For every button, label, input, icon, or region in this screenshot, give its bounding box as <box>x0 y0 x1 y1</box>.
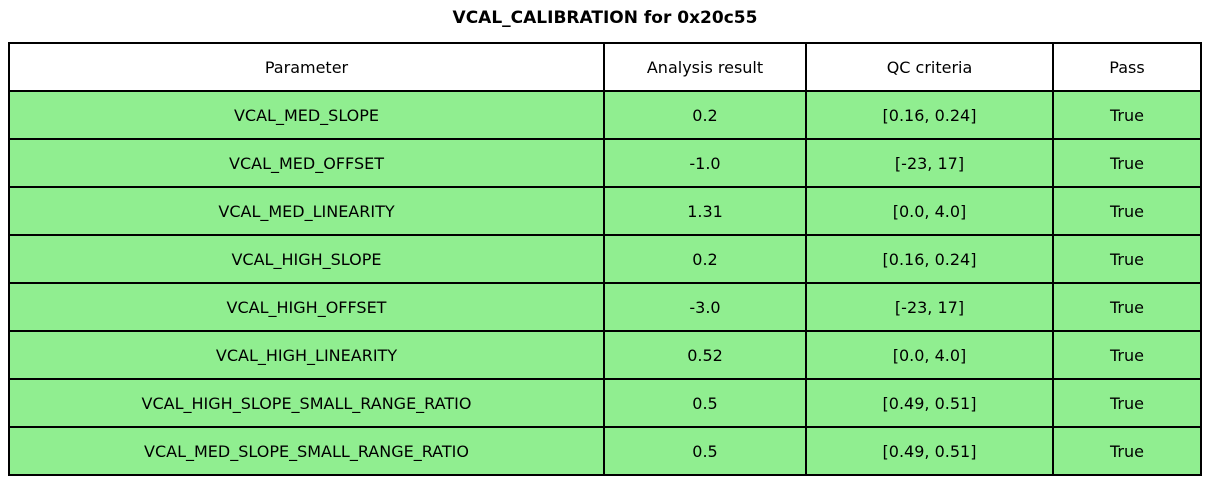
cell-analysis-result: 0.2 <box>603 90 807 140</box>
cell-qc-criteria: [-23, 17] <box>805 138 1054 188</box>
column-header-qc-criteria: QC criteria <box>805 42 1054 92</box>
cell-pass: True <box>1052 138 1202 188</box>
cell-qc-criteria: [0.49, 0.51] <box>805 426 1054 476</box>
column-header-analysis-result: Analysis result <box>603 42 807 92</box>
cell-qc-criteria: [0.0, 4.0] <box>805 330 1054 380</box>
cell-pass: True <box>1052 426 1202 476</box>
cell-analysis-result: 0.52 <box>603 330 807 380</box>
cell-pass: True <box>1052 90 1202 140</box>
cell-analysis-result: 1.31 <box>603 186 807 236</box>
table-row: VCAL_MED_SLOPE 0.2 [0.16, 0.24] True <box>8 90 1202 140</box>
cell-parameter: VCAL_MED_OFFSET <box>8 138 605 188</box>
table-row: VCAL_HIGH_LINEARITY 0.52 [0.0, 4.0] True <box>8 330 1202 380</box>
cell-pass: True <box>1052 282 1202 332</box>
cell-qc-criteria: [-23, 17] <box>805 282 1054 332</box>
cell-parameter: VCAL_MED_SLOPE <box>8 90 605 140</box>
cell-qc-criteria: [0.49, 0.51] <box>805 378 1054 428</box>
table-row: VCAL_MED_LINEARITY 1.31 [0.0, 4.0] True <box>8 186 1202 236</box>
cell-parameter: VCAL_MED_SLOPE_SMALL_RANGE_RATIO <box>8 426 605 476</box>
table-header-row: Parameter Analysis result QC criteria Pa… <box>8 42 1202 92</box>
cell-pass: True <box>1052 186 1202 236</box>
cell-analysis-result: -1.0 <box>603 138 807 188</box>
cell-parameter: VCAL_HIGH_SLOPE <box>8 234 605 284</box>
cell-parameter: VCAL_MED_LINEARITY <box>8 186 605 236</box>
table-row: VCAL_HIGH_OFFSET -3.0 [-23, 17] True <box>8 282 1202 332</box>
cell-parameter: VCAL_HIGH_SLOPE_SMALL_RANGE_RATIO <box>8 378 605 428</box>
cell-pass: True <box>1052 330 1202 380</box>
table-row: VCAL_MED_OFFSET -1.0 [-23, 17] True <box>8 138 1202 188</box>
cell-pass: True <box>1052 378 1202 428</box>
table-row: VCAL_HIGH_SLOPE 0.2 [0.16, 0.24] True <box>8 234 1202 284</box>
table-row: VCAL_HIGH_SLOPE_SMALL_RANGE_RATIO 0.5 [0.4… <box>8 378 1202 428</box>
column-header-parameter: Parameter <box>8 42 605 92</box>
column-header-pass: Pass <box>1052 42 1202 92</box>
cell-analysis-result: 0.5 <box>603 426 807 476</box>
table-body: VCAL_MED_SLOPE 0.2 [0.16, 0.24] True VCAL_ME… <box>8 90 1202 476</box>
cell-analysis-result: 0.2 <box>603 234 807 284</box>
cell-qc-criteria: [0.0, 4.0] <box>805 186 1054 236</box>
qc-results-table: Parameter Analysis result QC criteria Pa… <box>8 42 1202 476</box>
table-row: VCAL_MED_SLOPE_SMALL_RANGE_RATIO 0.5 [0.49… <box>8 426 1202 476</box>
cell-parameter: VCAL_HIGH_LINEARITY <box>8 330 605 380</box>
cell-analysis-result: 0.5 <box>603 378 807 428</box>
cell-qc-criteria: [0.16, 0.24] <box>805 90 1054 140</box>
figure-title: VCAL_CALIBRATION for 0x20c55 <box>452 8 758 28</box>
cell-qc-criteria: [0.16, 0.24] <box>805 234 1054 284</box>
cell-pass: True <box>1052 234 1202 284</box>
cell-analysis-result: -3.0 <box>603 282 807 332</box>
cell-parameter: VCAL_HIGH_OFFSET <box>8 282 605 332</box>
